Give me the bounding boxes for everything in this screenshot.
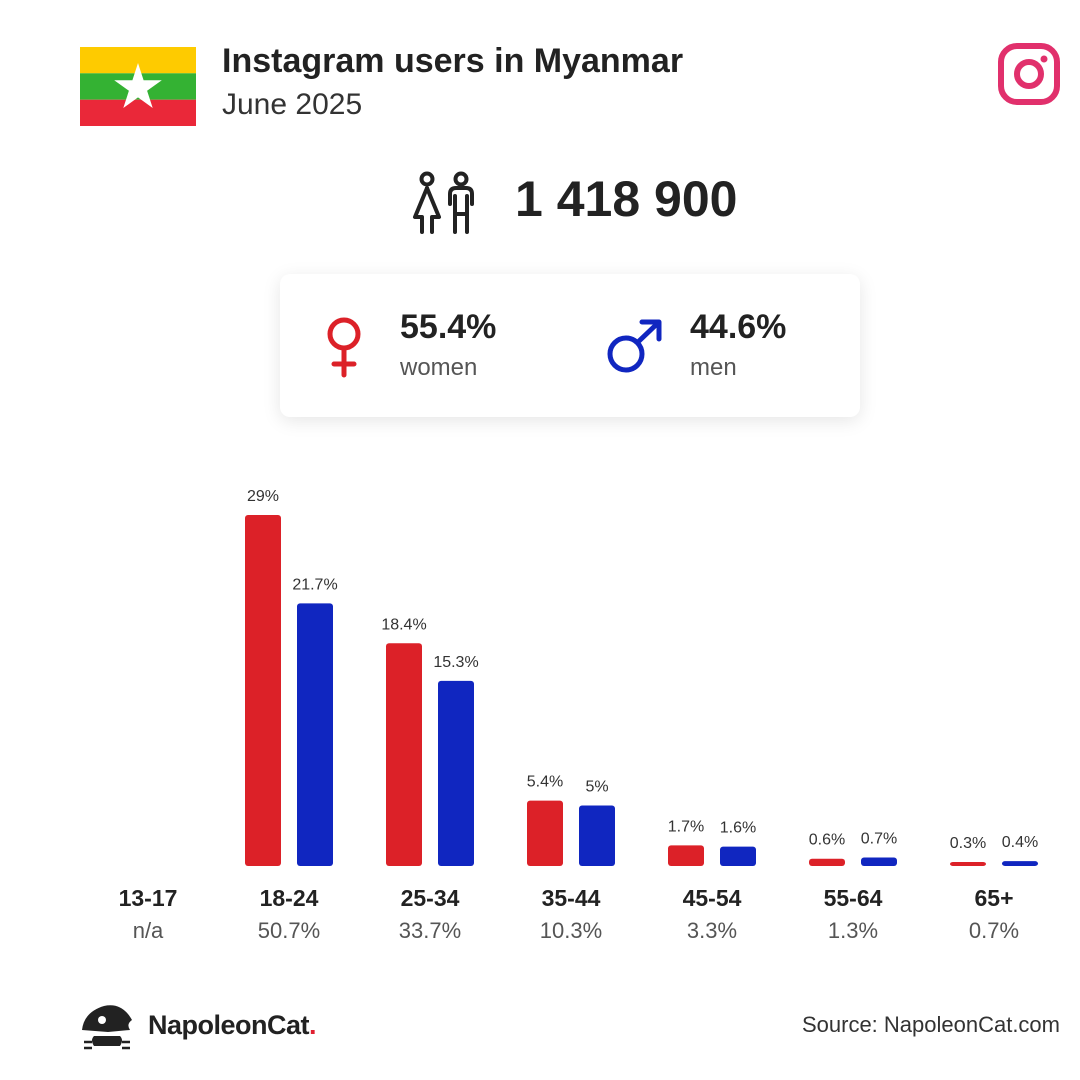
data-label-women-45-54: 1.7% [668, 818, 704, 835]
category-total-13-17: n/a [133, 918, 164, 943]
bar-men-18-24 [297, 603, 333, 866]
category-total-18-24: 50.7% [258, 918, 320, 943]
source-label: Source: NapoleonCat.com [801, 1012, 1060, 1037]
total-users: 1 418 900 [515, 171, 738, 227]
brand-name-text: NapoleonCat [148, 1010, 310, 1040]
category-total-35-44: 10.3% [540, 918, 602, 943]
bar-women-35-44 [527, 800, 563, 866]
bar-women-18-24 [245, 515, 281, 866]
instagram-icon [998, 43, 1060, 105]
category-label-45-54: 45-54 [683, 885, 742, 911]
data-label-men-55-64: 0.7% [861, 831, 897, 848]
category-label-13-17: 13-17 [119, 885, 178, 911]
page-subtitle: June 2025 [222, 88, 363, 121]
data-label-men-45-54: 1.6% [720, 820, 756, 837]
category-label-35-44: 35-44 [542, 885, 601, 911]
data-label-women-25-34: 18.4% [381, 616, 426, 633]
bar-men-55-64 [861, 857, 897, 866]
category-total-65+: 0.7% [969, 918, 1019, 943]
myanmar-flag [80, 47, 196, 126]
page-title: Instagram users in Myanmar [222, 42, 684, 80]
data-label-women-65+: 0.3% [950, 835, 986, 852]
gender-card: 55.4% women 44.6% men [280, 274, 860, 417]
bar-women-55-64 [809, 858, 845, 866]
category-label-55-64: 55-64 [824, 885, 883, 911]
male-symbol-icon [607, 319, 662, 373]
bar-men-45-54 [720, 846, 756, 866]
female-symbol-icon [327, 317, 361, 378]
category-total-45-54: 3.3% [687, 918, 737, 943]
category-label-25-34: 25-34 [401, 885, 460, 911]
napoleoncat-logo [82, 1005, 132, 1050]
data-label-men-65+: 0.4% [1002, 834, 1038, 851]
bar-men-35-44 [579, 805, 615, 866]
data-label-women-18-24: 29% [247, 488, 279, 505]
category-label-18-24: 18-24 [260, 885, 319, 911]
bar-women-65+ [950, 862, 986, 866]
men-percentage: 44.6% [690, 308, 787, 346]
bar-men-65+ [1002, 861, 1038, 866]
data-label-men-35-44: 5% [585, 778, 608, 795]
bar-men-25-34 [438, 680, 474, 866]
data-label-men-18-24: 21.7% [292, 576, 337, 593]
bar-women-25-34 [386, 643, 422, 866]
data-label-women-35-44: 5.4% [527, 774, 563, 791]
men-label: men [690, 354, 737, 381]
women-percentage: 55.4% [400, 308, 497, 346]
bar-women-45-54 [668, 845, 704, 866]
women-label: women [400, 354, 478, 381]
category-total-55-64: 1.3% [828, 918, 878, 943]
brand-dot: . [309, 1010, 317, 1040]
data-label-men-25-34: 15.3% [433, 654, 478, 671]
category-label-65+: 65+ [974, 885, 1013, 911]
age-gender-bar-chart: 13-17 n/a 29% 21.7% 18-24 50.7% 18.4% 15.3% 25-3… [119, 488, 1039, 943]
data-label-women-55-64: 0.6% [809, 832, 845, 849]
users-icon [413, 171, 474, 234]
category-total-25-34: 33.7% [399, 918, 461, 943]
brand-name: NapoleonCat. [148, 1010, 317, 1041]
